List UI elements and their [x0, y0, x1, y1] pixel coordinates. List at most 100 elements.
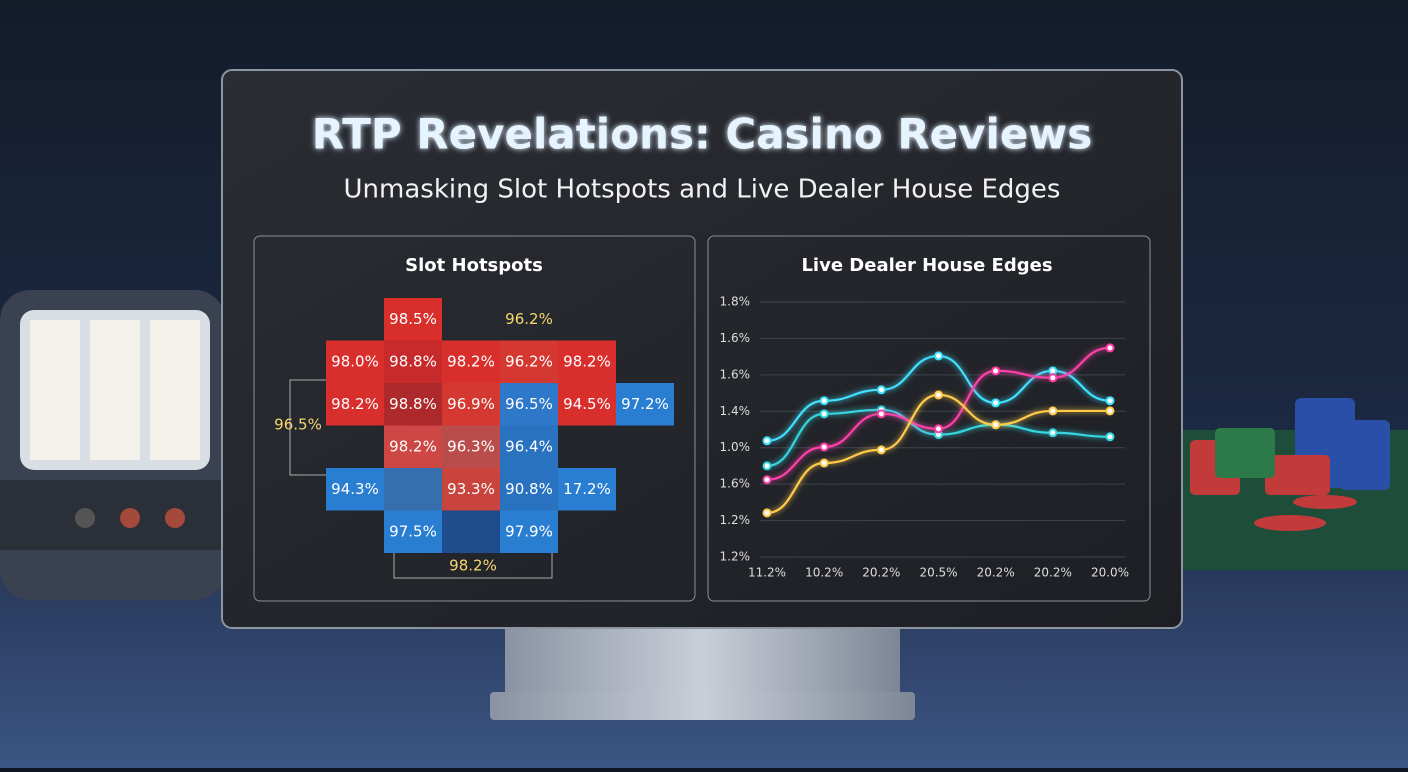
annotation: 96.5%: [274, 416, 322, 434]
point: [991, 398, 1001, 408]
y-tick-label: 1.6%: [720, 367, 751, 381]
heat-cell: [500, 383, 558, 426]
point: [762, 461, 772, 471]
line-chart: 1.2% 1.2% 1.6% 1.0% 1.4% 1.6% 1.6% 1.8% 11.2% 10.…: [720, 295, 1130, 580]
heat-cell: [442, 510, 500, 553]
point: [934, 351, 943, 361]
bracket: [393, 553, 553, 579]
point: [762, 475, 772, 485]
cell-label: 98.5%: [389, 310, 437, 328]
heat-cell: [384, 425, 442, 468]
point: [819, 409, 829, 419]
bracket: [289, 379, 326, 476]
cell-label: 98.8%: [389, 395, 437, 413]
x-tick-label: 11.2%: [748, 566, 786, 580]
x-tick-label: 20.2%: [1034, 566, 1072, 580]
cell-label: 98.2%: [331, 395, 379, 413]
point: [1105, 406, 1115, 416]
y-tick-label: 1.4%: [720, 404, 751, 418]
cell-label: 93.3%: [447, 480, 495, 498]
heat-cell: [442, 383, 500, 426]
point: [876, 409, 886, 419]
page-title: RTP Revelations: Casino Reviews: [312, 110, 1092, 159]
heatmap-panel: [253, 235, 696, 602]
cell-label: 90.8%: [505, 480, 553, 498]
cell-label: 98.2%: [447, 352, 495, 370]
cell-label: 96.9%: [447, 395, 495, 413]
point: [819, 442, 829, 452]
cell-label: 98.2%: [563, 352, 611, 370]
chart-title: Live Dealer House Edges: [801, 255, 1052, 276]
point: [876, 445, 886, 455]
cell-label: 97.9%: [505, 522, 553, 540]
cell-label: 96.2%: [505, 352, 553, 370]
point: [991, 420, 1001, 430]
point: [1048, 373, 1058, 383]
x-tick-label: 20.5%: [919, 566, 957, 580]
cell-label: 97.2%: [621, 395, 669, 413]
point: [991, 366, 1001, 376]
cell-label: 98.8%: [389, 352, 437, 370]
heat-cell: [500, 340, 558, 383]
point: [1048, 428, 1058, 438]
heat-cell: [500, 468, 558, 511]
y-tick-label: 1.0%: [720, 440, 751, 454]
heat-cell: [442, 425, 500, 468]
point: [934, 424, 943, 434]
cell-label: 94.5%: [563, 395, 611, 413]
cell-label: 96.2%: [505, 310, 553, 328]
heat-cell: [384, 383, 442, 426]
heat-cell: [500, 425, 558, 468]
cell-label: 17.2%: [563, 480, 611, 498]
heatmap: 98.5% 96.2% 98.0% 98.8% 98.2% 96.2% 98.2% 98.2%…: [274, 298, 674, 579]
y-tick-label: 1.8%: [720, 295, 751, 309]
heat-cell: [558, 383, 616, 426]
heat-cell: [384, 298, 442, 341]
heat-cell: [384, 468, 442, 511]
cell-label: 98.0%: [331, 352, 379, 370]
chart-title: Slot Hotspots: [405, 255, 543, 276]
x-tick-label: 20.2%: [977, 566, 1015, 580]
y-tick-label: 1.6%: [720, 331, 751, 345]
point: [1048, 406, 1058, 416]
heat-cell: [442, 468, 500, 511]
heat-cell: [384, 340, 442, 383]
point: [819, 396, 829, 406]
heat-cell: [326, 383, 384, 426]
point: [819, 458, 829, 468]
heat-cell: [326, 340, 384, 383]
heat-cell: [558, 468, 616, 511]
slot-machine: [0, 290, 225, 600]
point: [1105, 343, 1115, 353]
y-tick-label: 1.2%: [720, 513, 751, 527]
page-subtitle: Unmasking Slot Hotspots and Live Dealer …: [344, 175, 1061, 205]
cell-label: 96.3%: [447, 437, 495, 455]
annotation: 98.2%: [449, 557, 497, 575]
heat-cell: [616, 383, 674, 426]
y-tick-label: 1.2%: [720, 550, 751, 564]
x-tick-label: 10.2%: [805, 566, 843, 580]
point: [762, 508, 772, 518]
x-tick-label: 20.2%: [862, 566, 900, 580]
y-tick-label: 1.6%: [720, 477, 751, 491]
cell-label: 96.5%: [505, 395, 553, 413]
heat-cell: [326, 468, 384, 511]
point: [876, 385, 886, 395]
cell-label: 96.4%: [505, 437, 553, 455]
heat-cell: [384, 510, 442, 553]
point: [762, 436, 772, 446]
cell-label: 98.2%: [389, 437, 437, 455]
cell-label: 97.5%: [389, 522, 437, 540]
heat-cell: [558, 340, 616, 383]
point: [934, 390, 943, 400]
point: [1105, 432, 1115, 442]
heat-cell: [442, 340, 500, 383]
line-panel: [707, 235, 1151, 602]
table-chips: [1180, 398, 1408, 570]
monitor-stand: [490, 628, 915, 720]
point: [1105, 396, 1115, 406]
heat-cell: [500, 510, 558, 553]
cell-label: 94.3%: [331, 480, 379, 498]
